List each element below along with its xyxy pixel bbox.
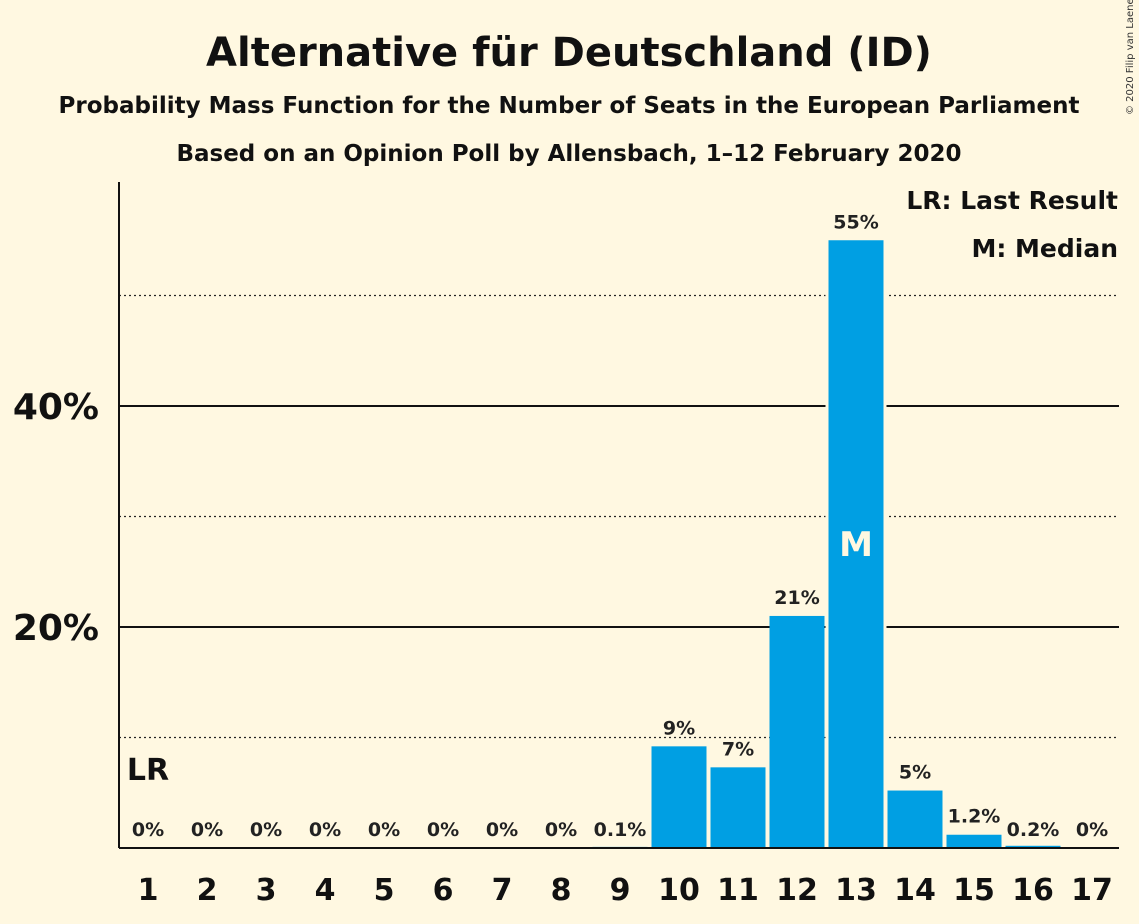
- y-tick-label: 40%: [13, 387, 99, 428]
- data-label-seat-11: 7%: [722, 738, 754, 760]
- x-tick-label-16: 16: [1012, 873, 1054, 908]
- data-label-seat-16: 0.2%: [1007, 819, 1060, 841]
- x-tick-label-1: 1: [138, 873, 159, 908]
- data-label-seat-3: 0%: [250, 819, 282, 841]
- legend-last-result: LR: Last Result: [906, 186, 1118, 215]
- x-tick-label-11: 11: [717, 873, 759, 908]
- y-tick-label: 20%: [13, 608, 99, 649]
- data-label-seat-15: 1.2%: [948, 806, 1001, 828]
- last-result-marker: LR: [127, 753, 169, 788]
- data-label-seat-1: 0%: [132, 819, 164, 841]
- bars: [592, 237, 1061, 848]
- bar-seat-10: [651, 746, 707, 848]
- x-tick-label-5: 5: [374, 873, 395, 908]
- x-tick-label-4: 4: [315, 873, 336, 908]
- markers: LR M: [127, 525, 873, 788]
- legend-median: M: Median: [971, 234, 1118, 263]
- data-labels: 0% 0% 0% 0% 0% 0% 0% 0% 0.1% 9% 7% 21% 55% 5% 1.2% 0.2%…: [132, 211, 1108, 841]
- data-label-seat-2: 0%: [191, 819, 223, 841]
- x-tick-label-8: 8: [551, 873, 572, 908]
- bar-seat-15: [946, 834, 1002, 848]
- gridlines: [119, 294, 1119, 739]
- median-marker: M: [839, 525, 873, 565]
- bar-seat-16: [1005, 845, 1061, 848]
- data-label-seat-5: 0%: [368, 819, 400, 841]
- data-label-seat-7: 0%: [486, 819, 518, 841]
- bar-seat-13: [828, 240, 884, 848]
- x-tick-label-2: 2: [197, 873, 218, 908]
- data-label-seat-6: 0%: [427, 819, 459, 841]
- copyright-notice: © 2020 Filip van Laenen: [1125, 0, 1136, 115]
- x-tick-label-9: 9: [610, 873, 631, 908]
- data-label-seat-12: 21%: [774, 587, 819, 609]
- data-label-seat-13: 55%: [833, 211, 878, 233]
- x-tick-label-6: 6: [433, 873, 454, 908]
- x-tick-label-14: 14: [894, 873, 936, 908]
- bar-seat-11: [710, 767, 766, 848]
- chart-source-subtitle: Based on an Opinion Poll by Allensbach, …: [176, 141, 961, 167]
- chart-subtitle: Probability Mass Function for the Number…: [59, 93, 1080, 119]
- x-tick-label-13: 13: [835, 873, 877, 908]
- x-tick-label-12: 12: [776, 873, 818, 908]
- data-label-seat-8: 0%: [545, 819, 577, 841]
- x-tick-label-15: 15: [953, 873, 995, 908]
- x-tick-label-17: 17: [1071, 873, 1113, 908]
- chart-title: Alternative für Deutschland (ID): [206, 30, 932, 76]
- x-tick-label-10: 10: [658, 873, 700, 908]
- x-tick-label-3: 3: [256, 873, 277, 908]
- x-tick-label-7: 7: [492, 873, 513, 908]
- y-axis-ticks: 20% 40%: [13, 387, 99, 649]
- bar-seat-12: [769, 615, 825, 848]
- data-label-seat-4: 0%: [309, 819, 341, 841]
- data-label-seat-17: 0%: [1076, 819, 1108, 841]
- bar-seat-14: [887, 790, 943, 848]
- x-axis-ticks: 1 2 3 4 5 6 7 8 9 10 11 12 13 14 15 16 17: [138, 873, 1113, 908]
- data-label-seat-10: 9%: [663, 717, 695, 739]
- data-label-seat-14: 5%: [899, 762, 931, 784]
- data-label-seat-9: 0.1%: [594, 819, 647, 841]
